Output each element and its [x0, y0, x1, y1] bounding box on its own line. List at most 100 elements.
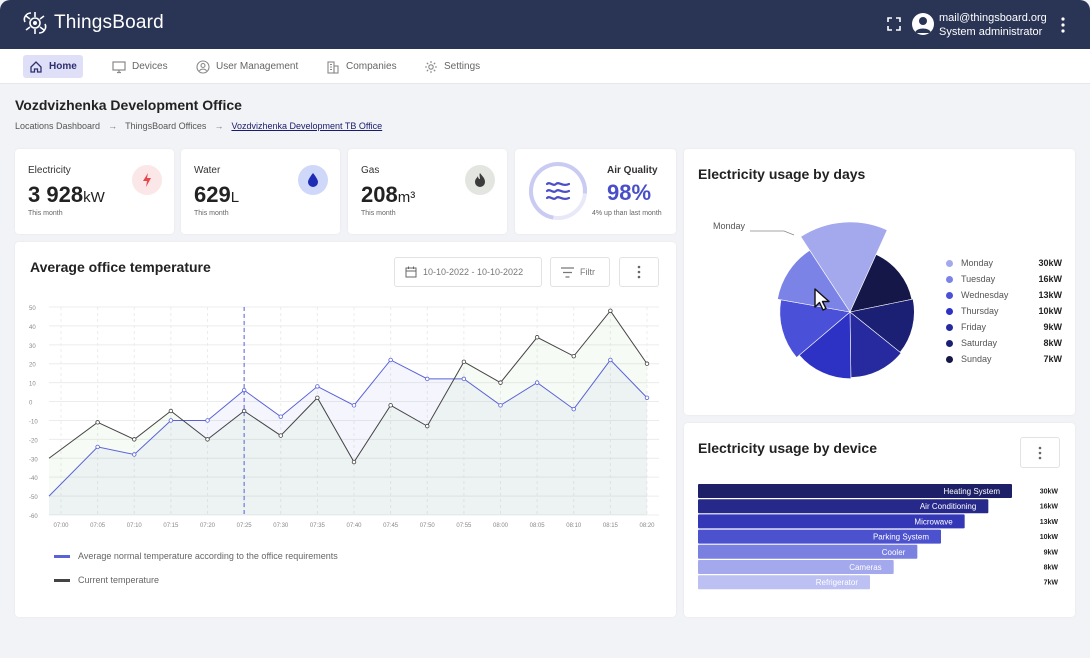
device-menu-button[interactable]: [1020, 437, 1060, 468]
filter-icon: [561, 266, 574, 278]
bar-parking-system: [698, 529, 941, 544]
y-tick-label: -60: [29, 514, 38, 520]
data-point: [608, 357, 613, 363]
bar-cameras: [698, 560, 894, 574]
avatar[interactable]: [912, 13, 934, 35]
x-tick-label: 08:05: [530, 523, 546, 529]
pie-slice-monday: [800, 221, 888, 313]
series-area: [49, 310, 647, 515]
mouse-cursor-icon: [814, 288, 830, 311]
bar-label: Cameras: [849, 563, 881, 572]
bar-label: Heating System: [944, 487, 1001, 496]
y-tick-label: 40: [29, 325, 36, 331]
pie-legend-item: Friday 9kW: [946, 319, 1062, 335]
nav-item-home[interactable]: Home: [23, 55, 83, 78]
bar-microwave: [698, 514, 965, 529]
nav-item-devices[interactable]: Devices: [106, 55, 174, 78]
bar-refrigerator: [698, 575, 870, 590]
monitor-icon: [112, 60, 126, 73]
x-tick-label: 07:05: [90, 523, 106, 529]
data-point: [315, 384, 320, 389]
electricity-days-pie[interactable]: [684, 149, 1075, 415]
data-point: [168, 418, 174, 423]
pie-slice-wednesday: [779, 299, 851, 358]
legend-swatch: [54, 578, 70, 582]
legend-label: Current temperature: [78, 575, 160, 585]
legend-label: Sunday: [961, 354, 992, 364]
x-tick-label: 07:35: [310, 523, 326, 529]
stat-value: 208m³: [361, 182, 416, 207]
bar-value: 16kW: [1040, 504, 1059, 511]
fullscreen-icon[interactable]: [887, 17, 901, 31]
stat-label: Air Quality: [607, 165, 658, 176]
stat-card-gas[interactable]: Gas 208m³ This month: [348, 149, 507, 234]
filter-label: Filtr: [580, 267, 595, 277]
legend-value: 10kW: [1038, 306, 1062, 316]
more-vert-icon: [1038, 446, 1042, 459]
pie-slice-saturday: [849, 298, 915, 353]
pie-legend-item: Thursday 10kW: [946, 303, 1062, 319]
x-tick-label: 08:20: [639, 523, 655, 529]
page-title: Vozdvizhenka Development Office: [15, 97, 242, 113]
bar-label: Parking System: [873, 533, 929, 542]
user-info[interactable]: mail@thingsboard.org System administrato…: [939, 11, 1047, 39]
building-icon: [327, 60, 339, 74]
bar-heating-system: [698, 484, 1012, 498]
legend-value: 9kW: [1043, 322, 1062, 332]
legend-label: Saturday: [961, 338, 998, 348]
user-avatar-icon: [915, 17, 931, 33]
electricity-device-bar-chart[interactable]: Heating System 30kW Air Conditioning 16kW Mi…: [684, 479, 1075, 599]
temperature-menu-button[interactable]: [619, 257, 659, 287]
electricity-device-title: Electricity usage by device: [698, 440, 877, 456]
app-name: ThingsBoard: [54, 12, 164, 33]
legend-label: Monday: [961, 258, 994, 268]
electricity-device-card: Electricity usage by device Heating Syst…: [684, 423, 1075, 617]
temperature-line-chart[interactable]: 50 40 30 20 10 0 -10 -20 -30 -40 -50 -60 07:00 07:05 0…: [15, 297, 676, 537]
data-point: [498, 380, 503, 385]
pie-slice-tuesday: [777, 249, 851, 313]
nav-item-label: User Management: [216, 61, 299, 72]
legend-swatch: [54, 554, 70, 558]
stat-card-water[interactable]: Water 629L This month: [181, 149, 340, 234]
breadcrumb-item[interactable]: Locations Dashboard: [15, 121, 101, 131]
data-point: [644, 395, 650, 400]
bar-value: 30kW: [1040, 489, 1059, 496]
date-range-button[interactable]: 10-10-2022 - 10-10-2022: [394, 257, 542, 287]
stat-card-electricity[interactable]: Electricity 3 928kW This month: [15, 149, 174, 234]
user-email: mail@thingsboard.org: [939, 12, 1047, 24]
more-vert-icon[interactable]: [1058, 16, 1068, 34]
air-quality-gauge: [529, 162, 587, 220]
arrow-right-icon: →: [108, 121, 118, 131]
y-tick-label: -50: [29, 495, 38, 501]
bar-label: Air Conditioning: [920, 502, 976, 511]
breadcrumb-item[interactable]: ThingsBoard Offices: [125, 121, 207, 131]
data-point: [425, 423, 430, 429]
y-tick-label: 10: [29, 382, 36, 388]
data-point: [461, 376, 467, 382]
breadcrumb-current[interactable]: Vozdvizhenka Development TB Office: [231, 121, 383, 131]
y-tick-label: -20: [29, 438, 38, 444]
data-point: [351, 403, 357, 408]
app-logo[interactable]: ThingsBoard: [22, 10, 164, 36]
data-point: [132, 437, 137, 442]
x-tick-label: 07:30: [273, 523, 289, 529]
electricity-days-title: Electricity usage by days: [698, 166, 866, 182]
bar-value: 13kW: [1040, 519, 1059, 526]
y-tick-label: -40: [29, 476, 38, 482]
nav-item-label: Devices: [132, 61, 168, 72]
filter-button[interactable]: Filtr: [550, 257, 610, 287]
nav-item-user-management[interactable]: User Management: [190, 55, 304, 78]
x-tick-label: 07:00: [53, 523, 69, 529]
calendar-icon: [405, 266, 417, 278]
nav-item-companies[interactable]: Companies: [320, 55, 403, 78]
y-tick-label: 0: [29, 401, 33, 407]
pie-annotation: Monday: [713, 221, 746, 231]
data-point: [168, 408, 174, 414]
pie-legend-item: Saturday 8kW: [946, 335, 1062, 351]
pie-slice-thursday: [798, 311, 852, 379]
nav-item-label: Home: [49, 61, 77, 72]
pie-slice-sunday: [849, 254, 913, 313]
nav-item-settings[interactable]: Settings: [418, 55, 486, 78]
stat-card-air-quality[interactable]: Air Quality 98% 4% up than last month: [515, 149, 676, 234]
